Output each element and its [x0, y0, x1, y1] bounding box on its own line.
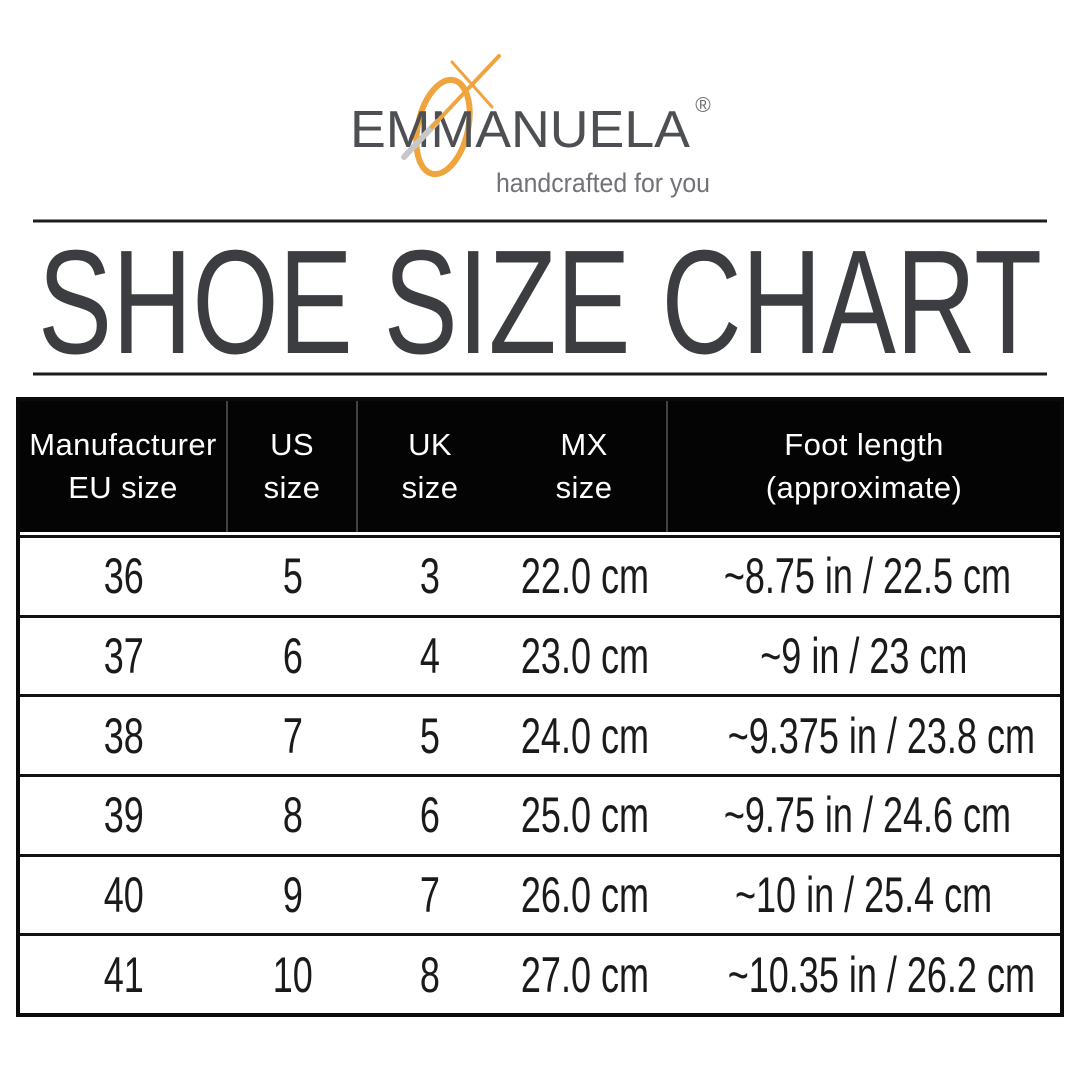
header-line: US: [270, 426, 314, 462]
mx-size-value: 27.0 cm: [520, 946, 650, 1003]
us-size-value: 7: [282, 707, 304, 764]
header-cell-uk-size: UK size: [358, 401, 502, 532]
table-row: 38 7 5 24.0 cm ~9.375 in / 23.8 cm: [20, 694, 1060, 774]
us-size-value: 5: [282, 548, 304, 605]
foot-length-value: ~9 in / 23 cm: [760, 628, 968, 684]
uk-size-value: 6: [419, 787, 441, 844]
us-size-value: 6: [282, 628, 304, 684]
header-line: size: [263, 469, 321, 505]
brand-name: EMMANUELA: [350, 101, 690, 159]
brand-logo: EMMANUELA ® handcrafted for you: [350, 54, 711, 198]
header-line: UK: [408, 426, 452, 462]
sparkle-cross-icon: [450, 60, 494, 109]
header-line: size: [555, 469, 613, 505]
table-row: 41 10 8 27.0 cm ~10.35 in / 26.2 cm: [20, 933, 1060, 1013]
header-line: EU size: [68, 469, 178, 505]
foot-length-value: ~8.75 in / 22.5 cm: [723, 548, 1012, 605]
header-line: MX: [560, 426, 608, 462]
mx-size-value: 25.0 cm: [520, 787, 650, 844]
header-line: Foot length: [784, 426, 944, 462]
us-size-value: 8: [282, 787, 304, 844]
eu-size-value: 38: [103, 707, 145, 764]
header-line: (approximate): [765, 469, 963, 505]
uk-size-value: 3: [419, 548, 441, 605]
eu-size-value: 36: [103, 548, 145, 605]
uk-size-value: 7: [419, 867, 441, 924]
page-title: SHOE SIZE CHART: [38, 220, 1042, 385]
foot-length-value: ~9.75 in / 24.6 cm: [723, 787, 1012, 844]
header-line: size: [401, 469, 459, 505]
header-cell-eu-size: Manufacturer EU size: [20, 401, 228, 532]
mx-size-value: 22.0 cm: [520, 548, 650, 605]
eu-size-value: 37: [103, 628, 145, 684]
table-row: 39 8 6 25.0 cm ~9.75 in / 24.6 cm: [20, 774, 1060, 854]
header-line: Manufacturer: [29, 426, 217, 462]
us-size-value: 9: [282, 867, 304, 924]
eu-size-value: 40: [103, 867, 145, 924]
foot-length-value: ~9.375 in / 23.8 cm: [727, 707, 1035, 764]
uk-size-value: 8: [419, 946, 441, 1003]
title-band: SHOE SIZE CHART: [33, 219, 1047, 385]
mx-size-value: 26.0 cm: [520, 867, 650, 924]
header-cell-us-size: US size: [228, 401, 358, 532]
foot-length-value: ~10 in / 25.4 cm: [735, 867, 993, 924]
mx-size-value: 24.0 cm: [520, 707, 650, 764]
mx-size-value: 23.0 cm: [520, 628, 650, 684]
table-row: 40 9 7 26.0 cm ~10 in / 25.4 cm: [20, 853, 1060, 934]
header-cell-mx-size: MX size: [502, 401, 668, 532]
table-header-row: Manufacturer EU size US size UK size MX …: [20, 401, 1060, 535]
table-body: 36 5 3 22.0 cm ~8.75 in / 22.5 cm 37 6 4…: [20, 535, 1060, 1013]
needle-ray-icon: [430, 54, 501, 129]
registered-trademark: ®: [695, 94, 711, 117]
brand-tagline: handcrafted for you: [496, 168, 710, 198]
thread-loop-icon: [413, 76, 473, 178]
eu-size-value: 39: [103, 787, 145, 844]
table-row: 36 5 3 22.0 cm ~8.75 in / 22.5 cm: [20, 538, 1060, 615]
header-cell-foot-length: Foot length (approximate): [668, 401, 1060, 532]
uk-size-value: 4: [419, 628, 441, 684]
us-size-value: 10: [272, 946, 314, 1003]
uk-size-value: 5: [419, 707, 441, 764]
eu-size-value: 41: [103, 946, 145, 1003]
foot-length-value: ~10.35 in / 26.2 cm: [727, 946, 1035, 1003]
size-table: Manufacturer EU size US size UK size MX …: [16, 397, 1064, 1017]
table-row: 37 6 4 23.0 cm ~9 in / 23 cm: [20, 614, 1060, 695]
